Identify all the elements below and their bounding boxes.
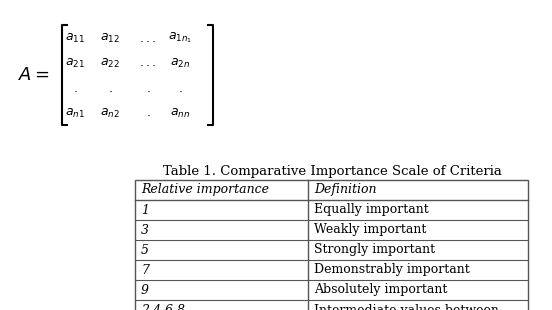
- Text: $.$: $.$: [146, 82, 150, 95]
- Text: 1: 1: [141, 203, 149, 216]
- Text: Relative importance: Relative importance: [141, 184, 269, 197]
- Text: Table 1. Comparative Importance Scale of Criteria: Table 1. Comparative Importance Scale of…: [162, 165, 501, 178]
- Text: $a_{21}$: $a_{21}$: [65, 56, 85, 69]
- Text: 7: 7: [141, 264, 149, 277]
- Text: $.$: $.$: [178, 82, 182, 95]
- Text: Intermediate values between: Intermediate values between: [314, 303, 499, 310]
- Text: 2,4,6,8: 2,4,6,8: [141, 303, 185, 310]
- Text: 3: 3: [141, 224, 149, 237]
- Text: $A =$: $A =$: [18, 66, 50, 84]
- Text: $a_{n1}$: $a_{n1}$: [65, 106, 85, 120]
- Text: Equally important: Equally important: [314, 203, 429, 216]
- Text: 5: 5: [141, 243, 149, 256]
- Text: Demonstrably important: Demonstrably important: [314, 264, 470, 277]
- Text: $.$: $.$: [108, 82, 112, 95]
- Text: $...$: $...$: [139, 32, 157, 45]
- Text: $a_{2n}$: $a_{2n}$: [170, 56, 190, 69]
- Text: $.$: $.$: [146, 107, 150, 119]
- Text: Strongly important: Strongly important: [314, 243, 435, 256]
- Bar: [135, 180, 528, 310]
- Text: $a_{11}$: $a_{11}$: [65, 31, 85, 45]
- Text: $a_{12}$: $a_{12}$: [100, 31, 120, 45]
- Text: $a_{22}$: $a_{22}$: [100, 56, 120, 69]
- Text: Weakly important: Weakly important: [314, 224, 426, 237]
- Text: $a_{1n_1}$: $a_{1n_1}$: [168, 31, 192, 45]
- Text: Absolutely important: Absolutely important: [314, 284, 447, 296]
- Text: $a_{nn}$: $a_{nn}$: [170, 106, 190, 120]
- Text: $...$: $...$: [139, 56, 157, 69]
- Text: $.$: $.$: [73, 82, 77, 95]
- Text: Definition: Definition: [314, 184, 376, 197]
- Text: $a_{n2}$: $a_{n2}$: [100, 106, 120, 120]
- Text: 9: 9: [141, 284, 149, 296]
